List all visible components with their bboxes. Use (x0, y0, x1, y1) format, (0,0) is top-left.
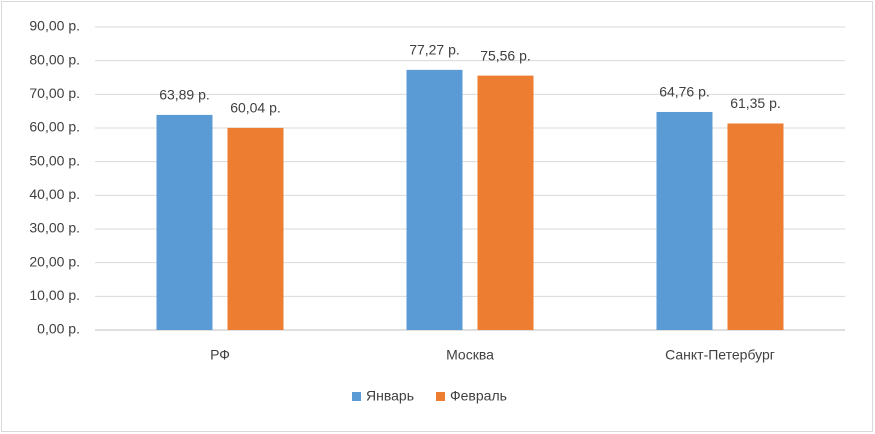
y-tick-label: 30,00 р. (29, 220, 80, 236)
bar (156, 114, 213, 331)
y-tick-label: 70,00 р. (29, 85, 80, 101)
y-tick-label: 20,00 р. (29, 253, 80, 269)
legend-label: Январь (366, 388, 414, 404)
x-tick-label: РФ (210, 347, 230, 363)
y-tick-label: 90,00 р. (29, 18, 80, 34)
bar (477, 75, 534, 330)
data-label: 64,76 р. (659, 84, 710, 100)
y-tick-label: 60,00 р. (29, 119, 80, 135)
bar (656, 111, 713, 330)
legend-swatch (352, 392, 361, 401)
y-tick-label: 0,00 р. (37, 321, 80, 337)
y-tick-label: 80,00 р. (29, 51, 80, 67)
y-tick-label: 50,00 р. (29, 152, 80, 168)
legend-label: Февраль (450, 388, 507, 404)
data-label: 77,27 р. (409, 42, 460, 58)
data-label: 75,56 р. (480, 47, 531, 63)
bar (227, 127, 284, 331)
data-label: 63,89 р. (159, 87, 210, 103)
bar (406, 69, 463, 330)
x-tick-label: Москва (446, 347, 494, 363)
x-tick-label: Санкт-Петербург (665, 347, 775, 363)
bar (727, 123, 784, 330)
y-tick-label: 10,00 р. (29, 287, 80, 303)
data-label: 61,35 р. (730, 95, 781, 111)
y-tick-label: 40,00 р. (29, 186, 80, 202)
data-label: 60,04 р. (230, 100, 281, 116)
legend-swatch (436, 392, 445, 401)
